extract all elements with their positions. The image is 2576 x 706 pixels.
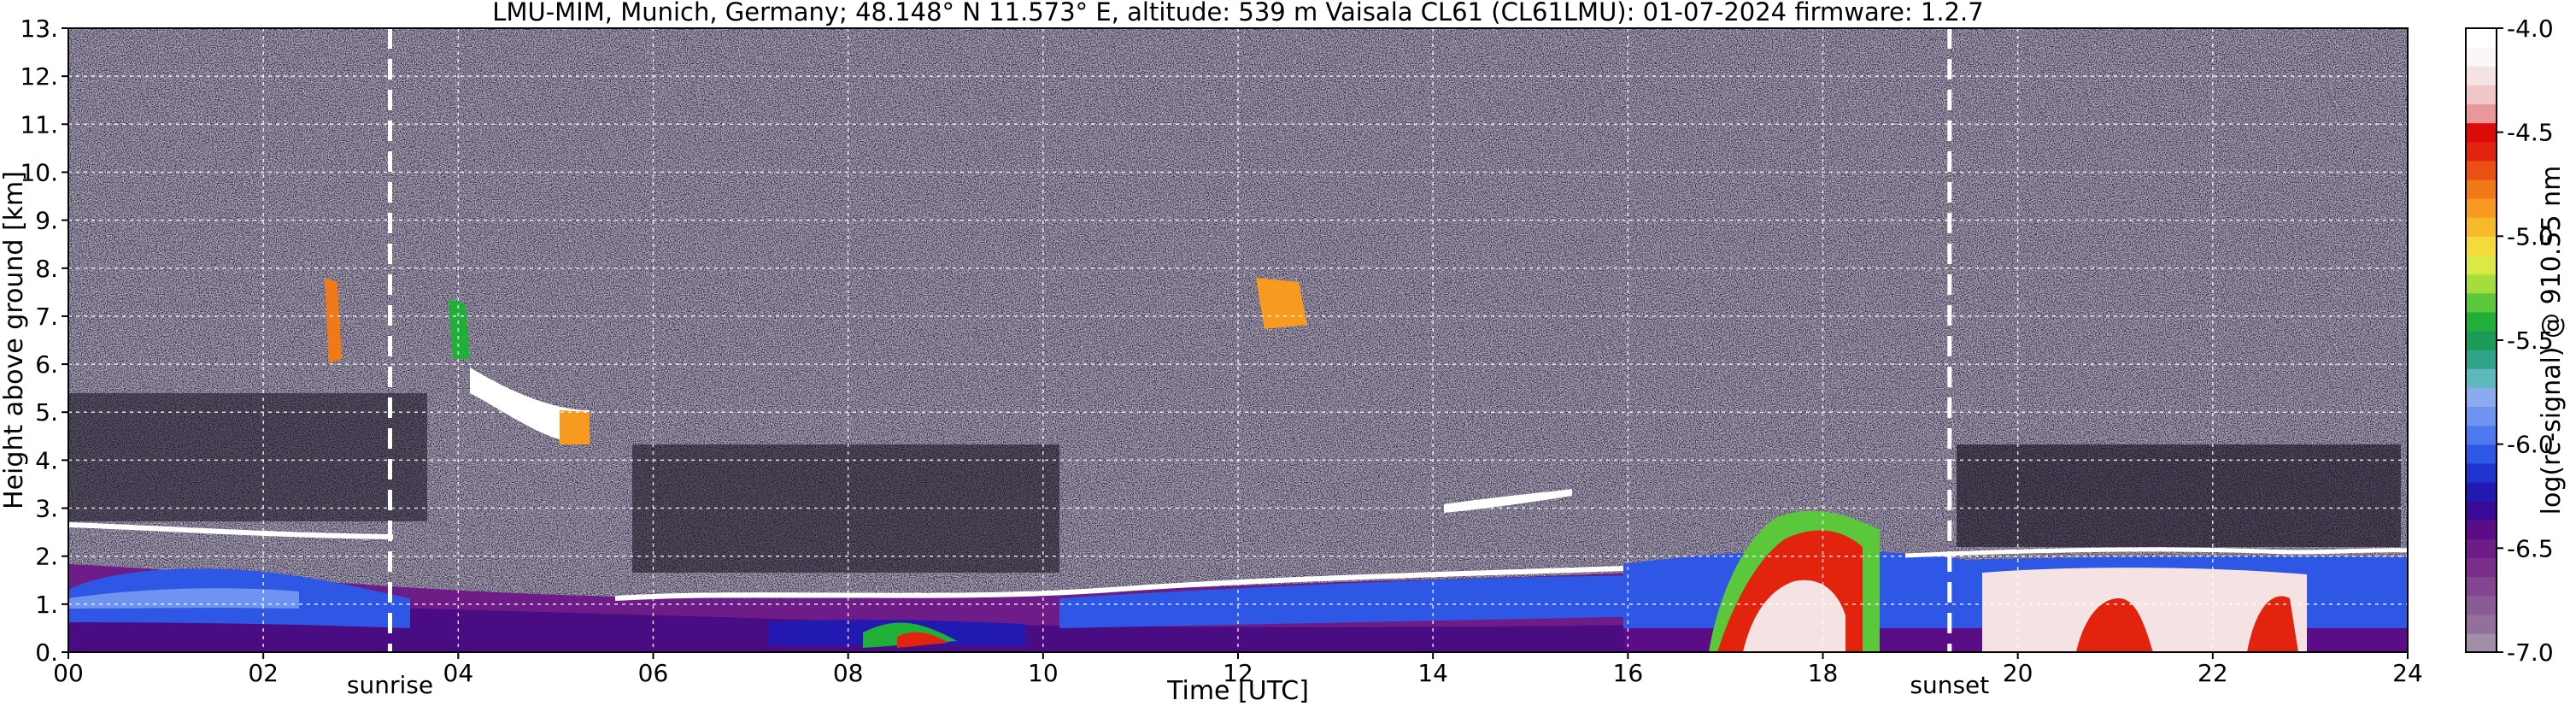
x-tick-label: 06 [638,659,669,687]
boundary-layer [68,522,1700,652]
colorbar-segment [2466,160,2497,180]
y-tick-label: 7. [35,303,58,331]
conv-red-21 [2076,596,2298,652]
x-tick-label: 20 [2003,659,2033,687]
x-tick-label: 00 [53,659,84,687]
colorbar-tick-label: -4.0 [2507,15,2554,43]
bl-red-9 [897,632,948,648]
cirrus-4h [449,299,470,359]
colorbar-segment [2466,292,2497,313]
colorbar-segment [2466,595,2497,615]
y-tick-label: 3. [35,495,58,523]
cirrus-5h-color [560,410,590,444]
bl-lightblue [68,588,299,609]
y-axis-ticks: 0. 1. 2. 3. 4. 5. 6. 7. 8. 9. 10. 11. 12. 13. [20,15,68,667]
colorbar-segment [2466,481,2497,502]
colorbar-segment [2466,632,2497,653]
x-tick-label: 14 [1417,659,1448,687]
x-axis-ticks: 00 02 04 06 08 10 12 14 16 18 20 22 24 [53,652,2423,687]
y-tick-label: 9. [35,207,58,235]
colorbar-segment [2466,103,2497,124]
colorbar-segment [2466,557,2497,578]
colorbar-segment [2466,141,2497,162]
colorbar-segment [2466,47,2497,67]
y-tick-label: 10. [20,158,58,186]
y-tick-label: 8. [35,255,58,283]
sunset-label: sunset [1910,671,1989,699]
colorbar-ticks: -7.0 -6.5 -6.0 -5.5 -5.0 -4.5 -4.0 [2497,15,2554,667]
y-axis-label: Height above ground [km] [0,171,29,509]
x-tick-label: 08 [833,659,864,687]
clear-gap-night [68,393,427,521]
cirrus-3h [325,278,342,363]
colorbar-tick-label: -4.5 [2507,119,2554,147]
colorbar-segment [2466,236,2497,256]
colorbar-segment [2466,198,2497,218]
cirrus-15h [1444,489,1572,513]
colorbar-segment [2466,406,2497,427]
colorbar-tick-label: -5.0 [2507,222,2554,250]
y-tick-label: 6. [35,350,58,379]
colorbar-segment [2466,614,2497,634]
colorbar-segment [2466,85,2497,105]
grid-lines [68,28,2408,652]
colorbar-segment [2466,576,2497,597]
conv-white-20 [1982,568,2307,652]
x-tick-label: 04 [443,659,474,687]
colorbar-segment [2466,350,2497,369]
colorbar-segment [2466,217,2497,237]
annotations: sunrise sunset [347,671,1989,699]
colorbar-segment [2466,462,2497,483]
y-tick-label: 11. [20,110,58,138]
x-tick-label: 16 [1613,659,1644,687]
sunrise-label: sunrise [347,671,433,699]
x-axis-label: Time [UTC] [1166,676,1309,706]
colorbar-segment [2466,66,2497,85]
y-tick-label: 13. [20,15,58,43]
y-tick-label: 2. [35,543,58,571]
y-tick-label: 0. [35,638,58,667]
cirrus-clouds [325,278,1572,513]
colorbar-segment [2466,425,2497,445]
colorbar [2465,27,2497,653]
colorbar-tick-label: -6.0 [2507,431,2554,459]
x-tick-label: 12 [1223,659,1253,687]
y-tick-label: 4. [35,446,58,474]
chart-title: LMU-MIM, Munich, Germany; 48.148° N 11.5… [492,0,1983,26]
colorbar-segment [2466,520,2497,539]
conv-top-line [1904,547,2408,558]
y-tick-label: 5. [35,398,58,427]
x-tick-label: 18 [1808,659,1839,687]
x-tick-label: 02 [248,659,279,687]
y-tick-label: 1. [35,591,58,619]
bl-blue-late [1059,574,1700,628]
colorbar-segment [2466,501,2497,521]
plot-area [68,28,2408,652]
colorbar-segment [2466,28,2497,48]
conv-white-18 [1743,580,1845,652]
colorbar-label: log(rc-signal) @ 910.55 nm [2537,166,2567,515]
colorbar-segment [2466,255,2497,275]
clear-gap-evening [1957,444,2401,547]
colorbar-segment [2466,444,2497,464]
x-tick-label: 24 [2392,659,2423,687]
colorbar-segment [2466,330,2497,350]
x-tick-label: 10 [1028,659,1059,687]
colorbar-tick-label: -5.5 [2507,327,2554,355]
colorbar-segment [2466,311,2497,332]
colorbar-tick-label: -6.5 [2507,534,2554,562]
colorbar-segment [2466,368,2497,388]
convective-layer [1623,510,2408,652]
y-tick-label: 12. [20,62,58,91]
colorbar-segment [2466,274,2497,294]
sun-lines [387,28,1952,652]
colorbar-tick-label: -7.0 [2507,638,2554,667]
colorbar-segment [2466,387,2497,408]
colorbar-segment [2466,122,2497,143]
x-tick-label: 22 [2198,659,2228,687]
colorbar-segment [2466,179,2497,199]
colorbar-segment [2466,538,2497,558]
bl-top-line [68,522,1624,601]
